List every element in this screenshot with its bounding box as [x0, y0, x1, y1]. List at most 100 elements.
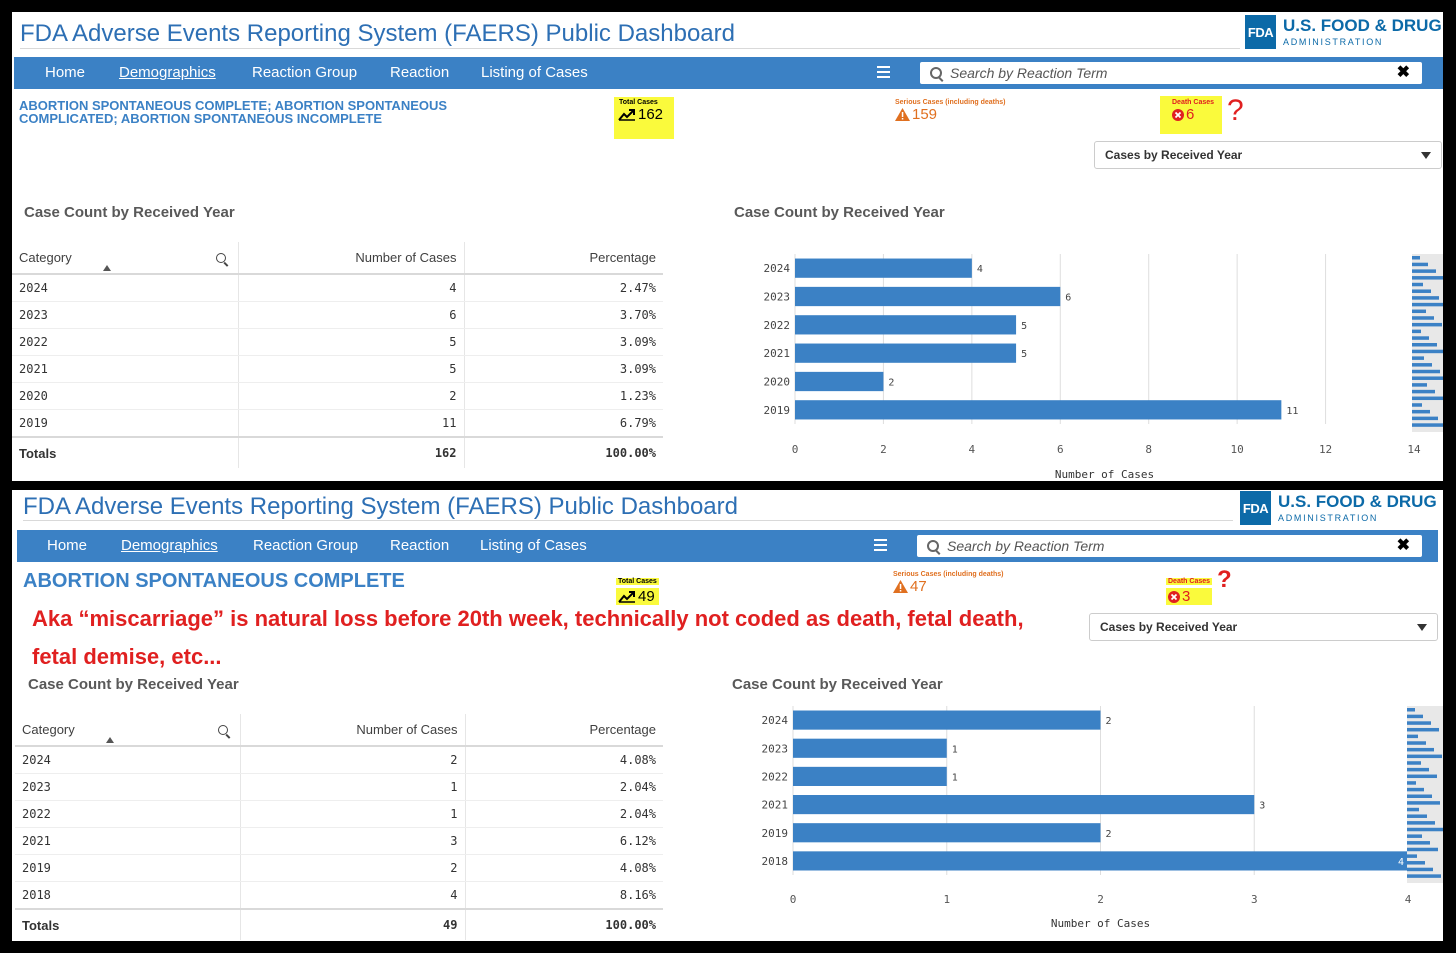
- reaction-title: ABORTION SPONTANEOUS COMPLETE; ABORTION …: [19, 98, 448, 126]
- cell-number: 2: [238, 382, 465, 410]
- bar-value-label: 2: [1106, 716, 1112, 727]
- overview-bar: [1407, 787, 1424, 792]
- overview-bar: [1412, 262, 1428, 267]
- search-icon[interactable]: [215, 253, 226, 263]
- kpi-total-cases[interactable]: Total Cases 162: [614, 97, 674, 139]
- case-count-table: Category Number of Cases Percentage 2024…: [15, 714, 663, 940]
- overview-bar: [1407, 767, 1429, 772]
- kpi-serious-cases[interactable]: Serious Cases (including deaths) 159: [895, 99, 1005, 123]
- overview-bar: [1412, 389, 1435, 394]
- overview-bar: [1407, 814, 1427, 818]
- column-header-category[interactable]: Category: [12, 242, 239, 275]
- kpi-death-value: 3: [1182, 588, 1191, 605]
- nav-reaction-group[interactable]: Reaction Group: [252, 64, 358, 81]
- bar: [793, 795, 1255, 815]
- overview-bar: [1412, 349, 1443, 354]
- totals-label: Totals: [12, 436, 239, 468]
- kpi-total-cases[interactable]: Total Cases 49: [616, 570, 659, 605]
- cell-category: 2021: [15, 827, 241, 855]
- chart-title: Case Count by Received Year: [734, 204, 945, 221]
- kpi-death-cases[interactable]: Death Cases 3: [1166, 570, 1213, 605]
- table-row[interactable]: 2021 5 3.09%: [12, 355, 663, 383]
- cell-number: 6: [238, 301, 465, 329]
- cell-percentage: 2.47%: [464, 274, 663, 302]
- overview-bar: [1407, 807, 1419, 812]
- overview-bar: [1412, 409, 1430, 414]
- table-row[interactable]: 2020 2 1.23%: [12, 382, 663, 410]
- cell-number: 4: [240, 881, 466, 910]
- search-placeholder: Search by Reaction Term: [947, 538, 1105, 554]
- nav-reaction-group[interactable]: Reaction Group: [253, 537, 359, 554]
- nav-home[interactable]: Home: [47, 537, 88, 554]
- bar: [793, 851, 1408, 871]
- kpi-serious-label: Serious Cases (including deaths): [895, 99, 1006, 106]
- overview-bar: [1407, 841, 1430, 845]
- nav-demographics[interactable]: Demographics: [119, 64, 216, 81]
- nav-demographics[interactable]: Demographics: [121, 537, 218, 554]
- table-row[interactable]: 2022 5 3.09%: [12, 328, 663, 356]
- case-count-table: Category Number of Cases Percentage 2024…: [12, 242, 663, 468]
- search-input[interactable]: Search by Reaction Term ✖: [920, 62, 1422, 84]
- close-icon[interactable]: ✖: [1396, 64, 1410, 81]
- bar-value-label: 4: [1398, 857, 1404, 868]
- column-header-number-of-cases[interactable]: Number of Cases: [240, 714, 466, 747]
- overview-bar: [1412, 369, 1440, 374]
- search-input[interactable]: Search by Reaction Term ✖: [917, 535, 1422, 557]
- bar: [795, 371, 884, 392]
- column-header-percentage[interactable]: Percentage: [464, 242, 663, 275]
- bar-value-label: 2: [888, 378, 894, 389]
- menu-icon[interactable]: [874, 539, 887, 551]
- cell-percentage: 1.23%: [464, 382, 663, 410]
- table-row[interactable]: 2019 11 6.79%: [12, 409, 663, 438]
- nav-listing-of-cases[interactable]: Listing of Cases: [481, 64, 588, 81]
- menu-icon[interactable]: [877, 66, 890, 78]
- search-icon[interactable]: [217, 725, 228, 735]
- cell-percentage: 8.16%: [465, 881, 663, 910]
- cell-number: 4: [238, 274, 465, 302]
- table-row[interactable]: 2024 2 4.08%: [15, 746, 663, 774]
- overview-bar: [1412, 302, 1443, 307]
- column-header-percentage[interactable]: Percentage: [465, 714, 663, 747]
- nav-reaction[interactable]: Reaction: [390, 537, 450, 554]
- bar: [793, 710, 1101, 730]
- annotation-question-mark: ?: [1217, 566, 1232, 593]
- chevron-down-icon: [1417, 624, 1427, 631]
- cell-category: 2022: [12, 328, 239, 356]
- table-row[interactable]: 2023 1 2.04%: [15, 773, 663, 801]
- table-row[interactable]: 2024 4 2.47%: [12, 274, 663, 302]
- bar-value-label: 4: [977, 264, 983, 275]
- table-row[interactable]: 2019 2 4.08%: [15, 854, 663, 882]
- table-row[interactable]: 2022 1 2.04%: [15, 800, 663, 828]
- nav-home[interactable]: Home: [45, 64, 86, 81]
- nav-reaction[interactable]: Reaction: [390, 64, 450, 81]
- sort-ascending-icon: [103, 265, 111, 271]
- cases-by-dropdown[interactable]: Cases by Received Year: [1094, 141, 1442, 169]
- table-header-row: Category Number of Cases Percentage: [12, 242, 663, 275]
- close-icon[interactable]: ✖: [1396, 537, 1410, 554]
- cases-by-dropdown[interactable]: Cases by Received Year: [1089, 613, 1438, 641]
- dropdown-value: Cases by Received Year: [1105, 148, 1243, 162]
- bar: [795, 400, 1282, 420]
- overview-bar: [1412, 383, 1427, 387]
- overview-bar: [1407, 747, 1434, 752]
- column-header-number-of-cases[interactable]: Number of Cases: [238, 242, 465, 275]
- overview-bar: [1407, 867, 1433, 872]
- column-header-category[interactable]: Category: [15, 714, 241, 747]
- nav-listing-of-cases[interactable]: Listing of Cases: [480, 537, 587, 554]
- bar-value-label: 5: [1021, 349, 1027, 360]
- overview-bar: [1412, 336, 1429, 340]
- search-placeholder: Search by Reaction Term: [950, 65, 1108, 81]
- kpi-death-value: 6: [1186, 106, 1195, 123]
- totals-label: Totals: [15, 908, 241, 940]
- kpi-death-cases[interactable]: Death Cases 6: [1160, 96, 1222, 134]
- y-category-label: 2024: [764, 262, 791, 275]
- warning-icon: [893, 580, 908, 593]
- y-category-label: 2023: [762, 742, 789, 755]
- overview-bar: [1407, 714, 1423, 719]
- kpi-serious-cases[interactable]: Serious Cases (including deaths) 47: [893, 571, 1003, 595]
- table-row[interactable]: 2021 3 6.12%: [15, 827, 663, 855]
- table-row[interactable]: 2023 6 3.70%: [12, 301, 663, 329]
- cell-percentage: 6.12%: [465, 827, 663, 855]
- overview-bar: [1407, 827, 1443, 832]
- table-row[interactable]: 2018 4 8.16%: [15, 881, 663, 910]
